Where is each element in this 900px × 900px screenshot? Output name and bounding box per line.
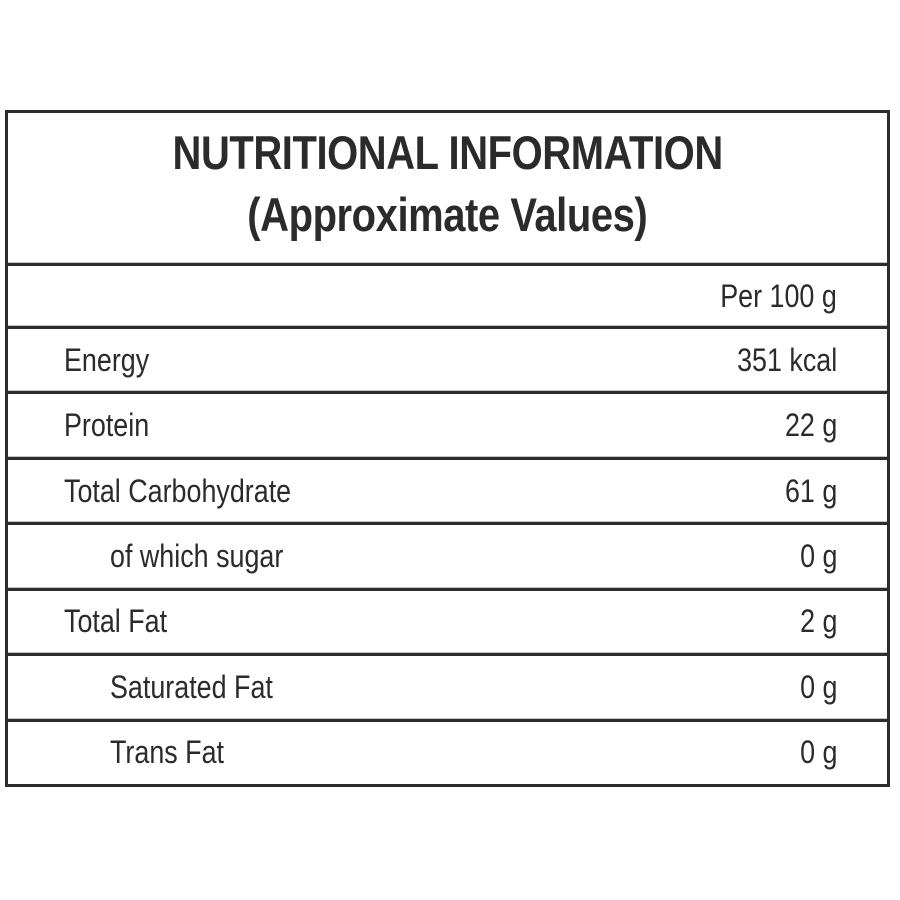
- column-header-row: Per 100 g: [8, 266, 887, 326]
- nutrition-panel: NUTRITIONAL INFORMATION (Approximate Val…: [5, 110, 890, 787]
- nutrient-name: Total Fat: [64, 603, 168, 640]
- nutrient-value: 0 g: [799, 668, 837, 705]
- nutrient-name: Protein: [64, 407, 150, 444]
- divider: [8, 263, 887, 266]
- divider: [8, 456, 887, 460]
- nutrient-value: 2 g: [799, 603, 837, 640]
- panel-title: NUTRITIONAL INFORMATION (Approximate Val…: [8, 113, 887, 263]
- nutrient-value: 0 g: [799, 734, 837, 771]
- nutrient-name: Total Carbohydrate: [64, 472, 292, 509]
- divider: [8, 653, 887, 657]
- title-line-2: (Approximate Values): [247, 188, 648, 241]
- divider: [8, 522, 887, 526]
- divider: [8, 718, 887, 722]
- divider: [8, 391, 887, 395]
- nutrient-row-energy: Energy 351 kcal: [8, 329, 887, 392]
- nutrient-name: Trans Fat: [110, 734, 225, 771]
- nutrient-row-protein: Protein 22 g: [8, 394, 887, 457]
- nutrient-value: 22 g: [784, 407, 837, 444]
- divider: [8, 587, 887, 591]
- nutrient-row-sugar: of which sugar 0 g: [8, 525, 887, 588]
- nutrient-name: Saturated Fat: [110, 668, 273, 705]
- nutrient-name: of which sugar: [110, 537, 284, 574]
- divider: [8, 326, 887, 329]
- nutrient-row-saturated-fat: Saturated Fat 0 g: [8, 656, 887, 719]
- nutrient-name: Energy: [64, 341, 150, 378]
- column-header: Per 100 g: [720, 277, 837, 314]
- nutrient-value: 351 kcal: [736, 341, 837, 378]
- nutrient-row-total-fat: Total Fat 2 g: [8, 590, 887, 654]
- nutrient-row-trans-fat: Trans Fat 0 g: [8, 721, 887, 784]
- nutrient-value: 0 g: [799, 537, 837, 574]
- title-line-1: NUTRITIONAL INFORMATION: [172, 126, 723, 179]
- nutrient-row-total-carbohydrate: Total Carbohydrate 61 g: [8, 459, 887, 523]
- nutrient-value: 61 g: [784, 472, 837, 509]
